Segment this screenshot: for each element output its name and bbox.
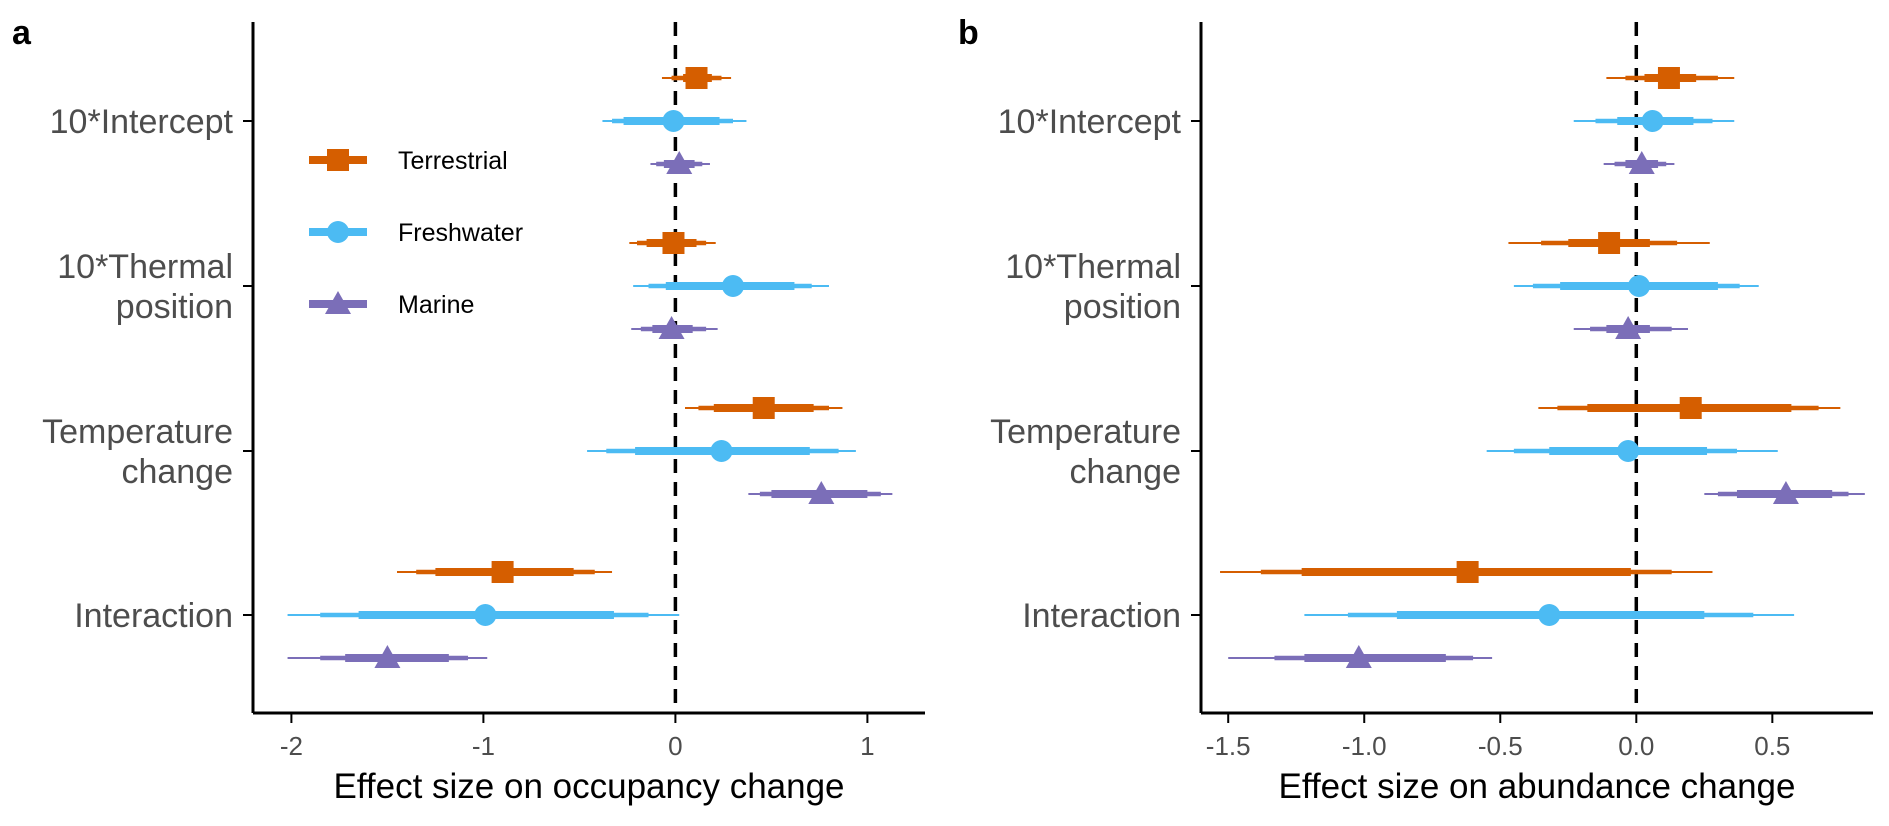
x-axis-label: Effect size on occupancy change	[333, 767, 844, 806]
point-estimate-circle	[1641, 110, 1664, 132]
point-estimate-triangle	[1628, 151, 1655, 174]
x-tick-label: -1.0	[1342, 731, 1387, 761]
y-tick-label: 10*Thermal	[1005, 248, 1181, 286]
x-tick-label: 0	[668, 731, 682, 761]
y-tick-label: 10*Thermal	[57, 248, 233, 286]
y-tick-label: change	[1069, 453, 1181, 491]
legend-label: Freshwater	[398, 219, 523, 247]
legend-key-circle	[327, 221, 349, 243]
panel-b-letter: b	[958, 14, 979, 52]
y-tick-label: Temperature	[42, 413, 233, 451]
point-estimate-square	[1598, 232, 1621, 254]
point-estimate-square	[752, 397, 775, 419]
point-estimate-square	[662, 232, 685, 254]
y-tick-label: Interaction	[74, 597, 233, 635]
point-estimate-square	[685, 67, 708, 89]
point-estimate-circle	[1617, 440, 1640, 462]
legend-key-triangle	[325, 291, 351, 314]
point-estimate-triangle	[658, 316, 685, 339]
point-estimate-square	[1679, 397, 1702, 419]
y-tick-label: 10*Intercept	[998, 103, 1182, 141]
y-tick-label: change	[121, 453, 233, 491]
legend-label: Terrestrial	[398, 147, 508, 175]
y-tick-label: Interaction	[1022, 597, 1181, 635]
point-estimate-square	[491, 561, 514, 583]
x-tick-label: 0.5	[1754, 731, 1790, 761]
point-estimate-square	[1456, 561, 1479, 583]
x-axis-label: Effect size on abundance change	[1279, 767, 1796, 806]
point-estimate-circle	[1538, 604, 1561, 626]
y-tick-label: 10*Intercept	[50, 103, 234, 141]
y-tick-label: Temperature	[990, 413, 1181, 451]
point-estimate-triangle	[1772, 481, 1799, 504]
point-estimate-circle	[1628, 275, 1651, 297]
point-estimate-circle	[474, 604, 497, 626]
legend-label: Marine	[398, 291, 474, 319]
point-estimate-circle	[722, 275, 744, 297]
point-estimate-triangle	[666, 151, 693, 174]
y-tick-label: position	[1064, 288, 1181, 326]
x-tick-label: -0.5	[1478, 731, 1523, 761]
x-tick-label: -1.5	[1206, 731, 1251, 761]
y-tick-label: position	[116, 288, 233, 326]
point-estimate-circle	[662, 110, 685, 132]
x-tick-label: 1	[860, 731, 874, 761]
point-estimate-triangle	[1615, 316, 1642, 339]
panel-a-letter: a	[12, 14, 32, 52]
point-estimate-triangle	[374, 645, 401, 668]
point-estimate-circle	[710, 440, 733, 462]
x-tick-label: 0.0	[1618, 731, 1654, 761]
point-estimate-triangle	[808, 481, 835, 504]
panel-a: a -2 -1 0 1 Effect size on occupancy change 1…	[12, 14, 925, 806]
x-tick-label: -1	[472, 731, 495, 761]
legend-key-square	[327, 149, 349, 171]
x-tick-label: -2	[280, 731, 303, 761]
point-estimate-triangle	[1345, 645, 1372, 668]
point-estimate-square	[1657, 67, 1680, 89]
panel-b: b -1.5 -1.0 -0.5 0.0 0.5 Effect size on abund…	[958, 14, 1873, 806]
legend: Terrestrial Freshwater Marine	[309, 147, 523, 319]
